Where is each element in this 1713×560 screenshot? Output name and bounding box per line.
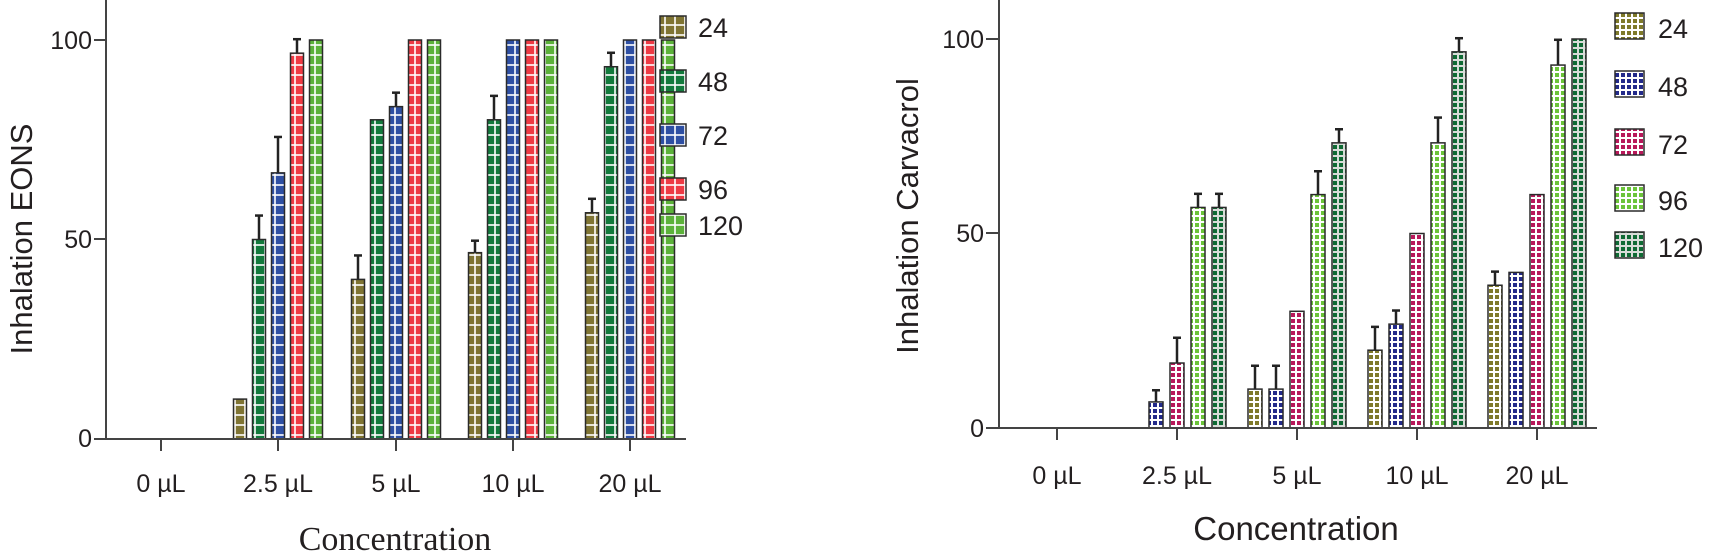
legend-swatch-96	[659, 177, 687, 201]
bar-48-4	[1508, 271, 1524, 429]
bar-48-4	[603, 65, 619, 440]
legend-label-24: 24	[1658, 14, 1688, 44]
x-tick-label: 10 µL	[1385, 462, 1448, 490]
bar-120-2	[1331, 142, 1347, 429]
legend: 24 48 72 96 120	[1614, 12, 1703, 263]
x-tick-label: 0 µL	[136, 470, 185, 498]
legend-swatch-24	[1614, 12, 1645, 40]
x-tick-label: 20 µL	[1505, 462, 1568, 490]
x-axis-label: Concentration	[1193, 510, 1398, 547]
x-tick-label: 10 µL	[481, 470, 544, 498]
chart-eons: Inhalation EONS 100 50 0 0 µL 2.5 µL 5 µ…	[4, 0, 743, 558]
legend-swatch-48	[659, 69, 687, 93]
bar-72-1	[270, 172, 286, 440]
bar-72-4	[622, 39, 638, 440]
bars	[1148, 36, 1587, 429]
y-axis-label: Inhalation EONS	[4, 124, 39, 355]
bar-48-1	[251, 238, 267, 440]
legend-label-120: 120	[1658, 233, 1703, 263]
x-tick-label: 20 µL	[598, 470, 661, 498]
bar-96-3	[524, 39, 540, 440]
bar-72-2	[388, 105, 404, 440]
bar-24-3	[1367, 349, 1383, 429]
bar-24-1	[232, 398, 248, 440]
y-tick-label-0: 0	[970, 415, 984, 443]
y-tick-label-50: 50	[64, 226, 92, 254]
legend-label-48: 48	[698, 67, 728, 97]
bar-120-1	[1211, 206, 1227, 429]
x-ticks	[160, 439, 631, 451]
bar-72-1	[1169, 362, 1185, 429]
x-ticks	[1056, 428, 1538, 440]
bars	[232, 37, 676, 440]
y-axis-label: Inhalation Carvacrol	[890, 78, 925, 354]
bar-48-3	[1388, 323, 1404, 429]
bar-96-2	[1310, 193, 1326, 429]
x-tick-label: 5 µL	[371, 470, 420, 498]
legend-swatch-120	[659, 213, 687, 237]
y-tick-label-0: 0	[78, 425, 92, 453]
x-axis-label: Concentration	[299, 521, 492, 558]
bar-72-2	[1289, 310, 1305, 429]
bar-96-4	[641, 39, 657, 440]
legend-label-96: 96	[1658, 186, 1688, 216]
x-tick-label: 5 µL	[1272, 462, 1321, 490]
bar-120-3	[543, 39, 559, 440]
bar-48-3	[486, 119, 502, 440]
bar-24-4	[1487, 284, 1503, 429]
legend-swatch-120	[1614, 231, 1645, 259]
bar-48-2	[1268, 388, 1284, 429]
bar-96-3	[1430, 142, 1446, 429]
bar-48-2	[369, 119, 385, 440]
legend-label-120: 120	[698, 211, 743, 241]
legend-label-24: 24	[698, 13, 728, 43]
legend-label-72: 72	[1658, 130, 1688, 160]
bar-72-3	[1409, 232, 1425, 429]
legend-swatch-24	[659, 15, 687, 39]
y-tick-label-50: 50	[956, 220, 984, 248]
legend-swatch-96	[1614, 184, 1645, 212]
bar-72-4	[1529, 193, 1545, 429]
bar-24-4	[584, 212, 600, 440]
bar-96-1	[289, 52, 305, 440]
bar-72-3	[505, 39, 521, 440]
legend: 24 48 72 96 120	[659, 13, 743, 241]
y-tick-label-100: 100	[942, 26, 984, 54]
legend-label-48: 48	[1658, 72, 1688, 102]
bar-24-2	[1247, 388, 1263, 429]
bar-96-1	[1190, 206, 1206, 429]
bar-96-4	[1550, 64, 1566, 429]
x-tick-label: 2.5 µL	[243, 470, 313, 498]
y-tick-label-100: 100	[50, 27, 92, 55]
x-tick-label: 2.5 µL	[1142, 462, 1212, 490]
legend-label-72: 72	[698, 121, 728, 151]
chart-carvacrol: Inhalation Carvacrol 100 50 0 0 µL 2.5 µ…	[890, 0, 1703, 547]
legend-swatch-48	[1614, 70, 1645, 98]
x-tick-label: 0 µL	[1032, 462, 1081, 490]
bar-120-3	[1451, 51, 1467, 429]
bar-120-2	[426, 39, 442, 440]
bar-24-2	[350, 278, 366, 440]
bar-120-4	[660, 39, 676, 440]
bar-48-1	[1148, 401, 1164, 429]
legend-swatch-72	[659, 123, 687, 147]
legend-swatch-72	[1614, 128, 1645, 156]
legend-label-96: 96	[698, 175, 728, 205]
bar-24-3	[467, 251, 483, 440]
bar-120-4	[1571, 38, 1587, 429]
bar-120-1	[308, 39, 324, 440]
bar-96-2	[407, 39, 423, 440]
